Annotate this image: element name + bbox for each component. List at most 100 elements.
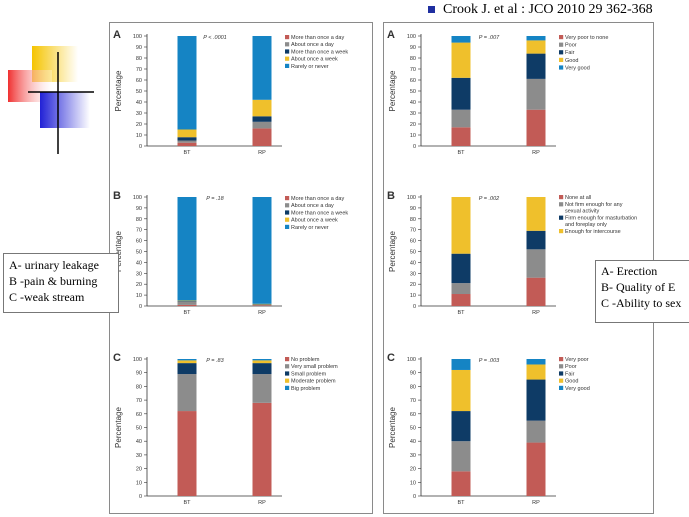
y-tick-label: 90 xyxy=(136,371,142,377)
y-tick-label: 10 xyxy=(410,480,416,486)
legend-swatch xyxy=(285,210,290,215)
panel-letter: A xyxy=(387,29,395,41)
bar-segment xyxy=(526,364,546,380)
bar-segment xyxy=(451,36,471,43)
bar-segment xyxy=(177,301,197,305)
legend-label: Poor xyxy=(565,43,577,49)
legend-label: Very poor to none xyxy=(565,35,608,41)
bar-segment xyxy=(252,121,272,129)
legend-label: More than once a week xyxy=(291,49,348,55)
legend-swatch xyxy=(285,56,290,61)
bar-segment xyxy=(451,283,471,295)
bar-segment xyxy=(252,363,272,375)
y-tick-label: 30 xyxy=(410,271,416,277)
bar-segment xyxy=(252,116,272,122)
legend-label: Good xyxy=(565,379,578,385)
y-tick-label: 70 xyxy=(410,398,416,404)
legend-label: No problem xyxy=(291,357,320,363)
y-tick-label: 70 xyxy=(136,398,142,404)
bar-segment xyxy=(526,78,546,110)
y-tick-label: 40 xyxy=(410,439,416,445)
right-annotation-line: C -Ability to sex xyxy=(601,296,682,310)
y-tick-label: 90 xyxy=(410,371,416,377)
bar-segment xyxy=(526,36,546,41)
legend-label: Good xyxy=(565,58,578,64)
legend-label: Very good xyxy=(565,65,590,71)
citation-text: Crook J. et al : JCO 2010 29 362-368 xyxy=(443,2,653,17)
y-tick-label: 50 xyxy=(136,89,142,95)
y-axis-label: Percentage xyxy=(114,406,123,447)
left-figure-panel xyxy=(109,22,373,514)
bar-segment xyxy=(252,305,272,306)
legend-swatch xyxy=(559,57,564,62)
y-axis-label: Percentage xyxy=(114,70,123,111)
left-annotation-line: A- urinary leakage xyxy=(9,258,99,272)
bar-segment xyxy=(252,304,272,306)
y-tick-label: 20 xyxy=(136,467,142,473)
y-tick-label: 80 xyxy=(410,217,416,223)
legend-swatch xyxy=(285,42,290,47)
bar-segment xyxy=(526,40,546,54)
bar-segment xyxy=(526,277,546,306)
bar-segment xyxy=(177,36,197,130)
legend-label: Enough for intercourse xyxy=(565,229,621,235)
legend-swatch xyxy=(285,357,290,362)
legend-label: About once a day xyxy=(291,203,334,209)
y-tick-label: 20 xyxy=(136,122,142,128)
y-tick-label: 50 xyxy=(136,426,142,432)
citation: Crook J. et al : JCO 2010 29 362-368 xyxy=(428,2,653,18)
legend-label: and foreplay only xyxy=(565,222,607,228)
legend-swatch xyxy=(285,371,290,376)
left-annotation-box: A- urinary leakage B -pain & burning C -… xyxy=(3,253,119,313)
bar-segment xyxy=(526,420,546,443)
bar-segment xyxy=(252,197,272,304)
y-tick-label: 30 xyxy=(136,453,142,459)
p-value-label: P < .0001 xyxy=(203,35,227,41)
x-tick-label: BT xyxy=(183,150,191,156)
bar-segment xyxy=(451,294,471,306)
bar-segment xyxy=(252,99,272,117)
legend-label: More than once a day xyxy=(291,196,344,202)
y-tick-label: 20 xyxy=(136,282,142,288)
legend-label: Fair xyxy=(565,371,575,377)
y-tick-label: 0 xyxy=(413,494,416,500)
y-axis-label: Percentage xyxy=(388,70,397,111)
legend-label: Moderate problem xyxy=(291,379,336,385)
legend-swatch xyxy=(559,229,564,234)
y-tick-label: 40 xyxy=(410,100,416,106)
legend-label: None at all xyxy=(565,195,591,201)
x-tick-label: BT xyxy=(457,310,465,316)
y-tick-label: 60 xyxy=(136,412,142,418)
bar-segment xyxy=(451,441,471,472)
bar-segment xyxy=(451,109,471,128)
bar-segment xyxy=(252,128,272,146)
y-tick-label: 40 xyxy=(136,439,142,445)
x-tick-label: RP xyxy=(532,150,540,156)
legend-label: About once a week xyxy=(291,218,338,224)
right-annotation-box: A- Erection B- Quality of E C -Ability t… xyxy=(595,260,689,323)
bar-segment xyxy=(451,471,471,496)
bar-segment xyxy=(177,140,197,143)
p-value-label: P = .002 xyxy=(479,196,499,202)
legend-label: Big problem xyxy=(291,386,321,392)
y-tick-label: 90 xyxy=(136,206,142,212)
x-tick-label: BT xyxy=(183,500,191,506)
panel-letter: B xyxy=(113,190,121,202)
legend-label: Very small problem xyxy=(291,364,338,370)
y-tick-label: 20 xyxy=(410,282,416,288)
y-tick-label: 50 xyxy=(136,250,142,256)
y-tick-label: 0 xyxy=(413,304,416,310)
legend-swatch xyxy=(285,63,290,68)
bar-segment xyxy=(252,374,272,403)
legend-swatch xyxy=(285,224,290,229)
x-tick-label: BT xyxy=(183,310,191,316)
legend-swatch xyxy=(559,357,564,362)
x-tick-label: RP xyxy=(258,310,266,316)
left-annotation-line: C -weak stream xyxy=(9,290,85,304)
legend-label: More than once a week xyxy=(291,210,348,216)
legend-label: sexual activity xyxy=(565,208,599,214)
y-axis-label: Percentage xyxy=(388,406,397,447)
y-tick-label: 10 xyxy=(136,293,142,299)
p-value-label: P = .007 xyxy=(479,35,500,41)
